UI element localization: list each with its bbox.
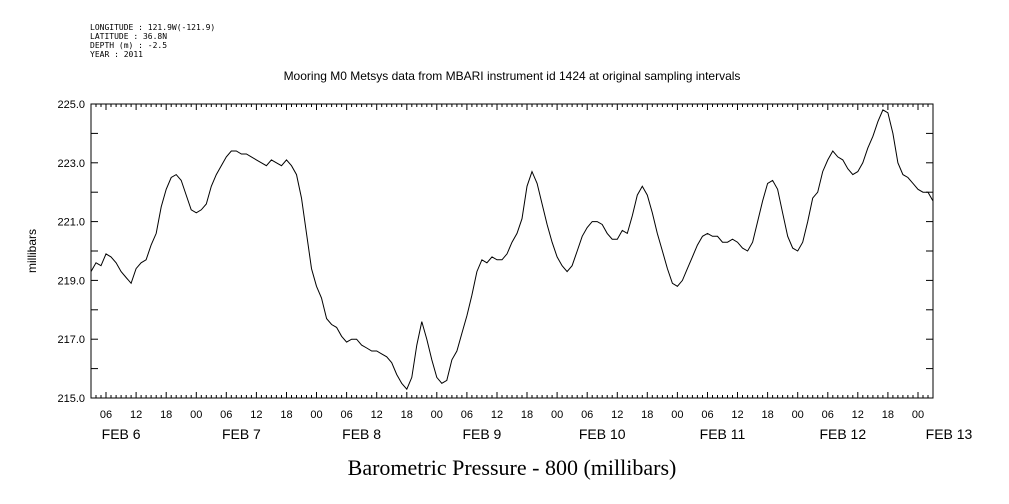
day-label: FEB 9 xyxy=(462,426,501,442)
y-tick-label: 221.0 xyxy=(57,217,85,229)
year-text: YEAR : 2011 xyxy=(90,50,143,59)
x-tick-label: 12 xyxy=(491,409,503,421)
day-label: FEB 11 xyxy=(700,426,746,442)
y-axis-label: millibars xyxy=(25,229,39,273)
x-tick-label: 06 xyxy=(340,409,352,421)
x-tick-label: 12 xyxy=(250,409,262,421)
x-tick-label: 18 xyxy=(641,409,653,421)
y-tick-label: 219.0 xyxy=(57,275,85,287)
day-labels: FEB 6 FEB 7 FEB 8 FEB 9 FEB 10 FEB 11 FEB 12 FE… xyxy=(102,426,973,442)
x-tick-label: 06 xyxy=(701,409,713,421)
x-tick-label: 18 xyxy=(280,409,292,421)
x-tick-label: 12 xyxy=(731,409,743,421)
x-tick-label: 06 xyxy=(822,409,834,421)
x-tick-label: 18 xyxy=(521,409,533,421)
metadata-block: LONGITUDE : 121.9W(-121.9) LATITUDE : 36… xyxy=(90,23,215,59)
x-tick-label: 00 xyxy=(190,409,202,421)
x-tick-label: 06 xyxy=(220,409,232,421)
x-tick-label: 06 xyxy=(581,409,593,421)
x-tick-label: 18 xyxy=(160,409,172,421)
x-tick-label: 18 xyxy=(401,409,413,421)
x-tick-label: 18 xyxy=(882,409,894,421)
x-tick-label: 06 xyxy=(100,409,112,421)
day-label: FEB 10 xyxy=(579,426,626,442)
x-tick-label: 00 xyxy=(551,409,563,421)
x-tick-label: 12 xyxy=(852,409,864,421)
day-label: FEB 12 xyxy=(819,426,866,442)
plot-frame xyxy=(90,103,934,399)
day-label: FEB 8 xyxy=(342,426,381,442)
y-tick-labels: 215.0 217.0 219.0 221.0 223.0 225.0 xyxy=(57,99,85,405)
y-tick-label: 223.0 xyxy=(57,158,85,170)
axis-ticks xyxy=(90,103,934,399)
chart-title: Mooring M0 Metsys data from MBARI instru… xyxy=(284,69,741,83)
x-tick-label: 06 xyxy=(461,409,473,421)
x-tick-label: 12 xyxy=(130,409,142,421)
x-tick-labels: 06 12 18 00 06 12 18 00 06 12 18 00 06 12 18 00 06 12 18 00… xyxy=(100,409,924,421)
pressure-series-line xyxy=(90,109,934,391)
depth-text: DEPTH (m) : -2.5 xyxy=(90,41,167,50)
x-tick-label: 18 xyxy=(761,409,773,421)
day-label: FEB 7 xyxy=(222,426,261,442)
x-tick-label: 12 xyxy=(611,409,623,421)
x-tick-label: 00 xyxy=(431,409,443,421)
x-tick-label: 00 xyxy=(310,409,322,421)
y-tick-label: 217.0 xyxy=(57,334,85,346)
x-tick-label: 00 xyxy=(792,409,804,421)
x-tick-label: 12 xyxy=(371,409,383,421)
x-tick-label: 00 xyxy=(912,409,924,421)
x-axis-label: Barometric Pressure - 800 (millibars) xyxy=(348,455,677,480)
longitude-text: LONGITUDE : 121.9W(-121.9) xyxy=(90,23,215,32)
y-tick-label: 215.0 xyxy=(57,393,85,405)
day-label: FEB 13 xyxy=(926,426,973,442)
y-tick-label: 225.0 xyxy=(57,99,85,111)
latitude-text: LATITUDE : 36.8N xyxy=(90,32,167,41)
x-tick-label: 00 xyxy=(671,409,683,421)
day-label: FEB 6 xyxy=(102,426,141,442)
